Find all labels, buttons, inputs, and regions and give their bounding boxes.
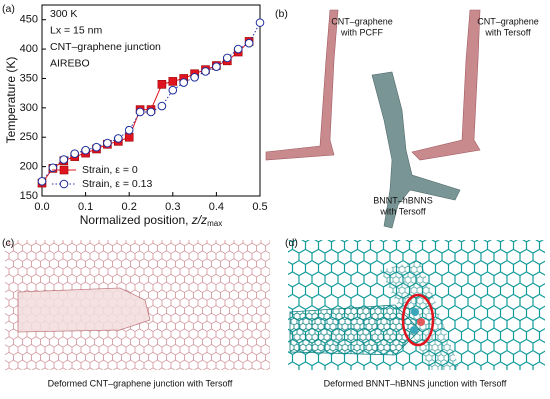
marker: [255, 18, 265, 27]
marker: [168, 85, 178, 95]
y-tick-label: 400: [20, 43, 38, 55]
label-b3a: BNNT–hBNNS: [373, 195, 433, 205]
marker: [81, 145, 90, 155]
marker: [190, 72, 199, 82]
y-axis-label: Temperature (K): [4, 57, 18, 144]
cnt-tube: [17, 287, 151, 333]
x-label-text: Normalized position,: [80, 213, 192, 227]
x-tick-label: 0.1: [78, 201, 93, 213]
marker: [157, 80, 167, 89]
marker: [114, 134, 123, 143]
atom: [411, 308, 419, 316]
y-tick-label: 300: [20, 102, 38, 114]
caption-c: Deformed CNT–graphene junction with Ters…: [48, 378, 233, 388]
atom: [410, 326, 418, 334]
marker: [179, 78, 188, 87]
x-label-sub: max: [207, 219, 222, 228]
legend-marker: [59, 179, 69, 189]
marker: [135, 107, 145, 117]
y-tick-label: 200: [20, 161, 38, 173]
marker: [92, 142, 101, 152]
label-b1a: CNT–graphene: [331, 16, 393, 26]
chart-a: (a) Temperature (K) Normalized position,…: [2, 3, 268, 228]
marker: [157, 101, 167, 111]
annotation: Lx = 15 nm: [50, 24, 102, 36]
atom: [417, 318, 425, 326]
marker: [59, 155, 69, 164]
label-b3b: with Tersoff: [379, 206, 426, 216]
legend-label: Strain, ε = 0.13: [82, 178, 153, 190]
plot-frame: [41, 4, 261, 197]
x-tick-label: 0.3: [165, 201, 180, 213]
panel-label: (c): [2, 237, 14, 249]
label-b2a: CNT–graphene: [477, 16, 539, 26]
x-axis-label: Normalized position, z/zmax: [80, 213, 223, 228]
highlight: [401, 293, 435, 347]
marker: [124, 125, 134, 135]
cnt-tersoff: [411, 9, 481, 161]
marker: [168, 77, 178, 86]
marker: [37, 177, 47, 186]
panel-label: (d): [285, 237, 298, 249]
x-tick-label: 0.5: [252, 201, 267, 213]
caption-d: Deformed BNNT–hBNNS junction with Tersof…: [324, 378, 507, 388]
x-label-var: z/z: [191, 213, 207, 227]
annotation: AIREBO: [50, 57, 90, 69]
bnnt-tube: [289, 304, 421, 356]
marker: [201, 67, 210, 76]
marker: [146, 107, 156, 117]
marker: [233, 44, 243, 54]
marker: [103, 138, 112, 148]
fold: [380, 260, 460, 370]
panel-label: (a): [2, 3, 15, 15]
panel-label: (b): [275, 8, 288, 20]
annotation: 300 K: [50, 8, 77, 20]
legend-marker: [59, 165, 69, 175]
panel-b: (b) CNT–graphene with PCFF CNT–graphene …: [265, 8, 539, 229]
panel-c: (c) Deformed CNT–graphene junction with …: [2, 237, 270, 388]
y-tick-label: 450: [20, 14, 38, 26]
x-tick-label: 0.2: [122, 201, 137, 213]
label-b1b: with PCFF: [340, 27, 384, 37]
marker: [212, 62, 221, 72]
legend-label: Strain, ε = 0: [82, 164, 138, 176]
bnnt: [371, 71, 461, 229]
panel-d: (d) Deformed BNNT–hBNNS junction with Te…: [285, 237, 545, 388]
x-tick-label: 0.4: [209, 201, 224, 213]
marker: [70, 149, 79, 158]
y-tick-label: 250: [20, 131, 38, 143]
marker: [223, 53, 232, 63]
marker: [244, 38, 254, 48]
y-tick-label: 350: [20, 72, 38, 84]
label-b2b: with Tersoff: [484, 27, 531, 37]
x-tick-label: 0.0: [34, 201, 49, 213]
cnt-pcff: [265, 9, 339, 161]
y-tick-label: 150: [20, 190, 38, 202]
annotation: CNT–graphene junction: [50, 41, 161, 53]
